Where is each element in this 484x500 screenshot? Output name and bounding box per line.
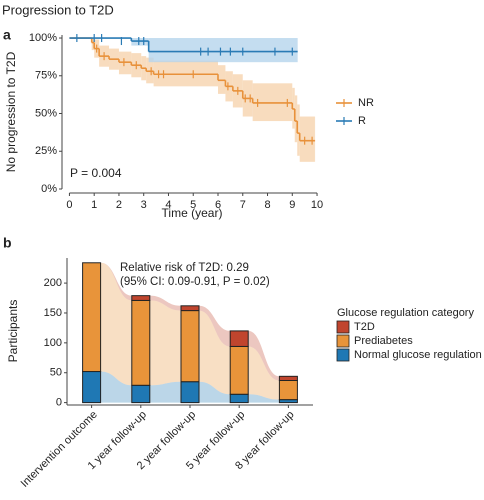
x-tick-label: 4	[165, 199, 171, 211]
legend-swatch	[336, 348, 350, 362]
legend-swatch	[336, 334, 350, 348]
bar-segment	[82, 371, 102, 404]
flow	[100, 262, 132, 386]
y-tick-label: 0	[56, 397, 62, 409]
figure-title: Progression to T2D	[2, 2, 114, 17]
legend-swatch	[336, 320, 350, 334]
bar-segment	[278, 380, 298, 401]
annotation: Relative risk of T2D: 0.29	[120, 262, 249, 274]
legend-title: Glucose regulation category	[337, 307, 474, 319]
bar-segment	[229, 393, 249, 404]
x-tick-label: 2	[116, 199, 122, 211]
legend-label: T2D	[354, 321, 375, 333]
y-tick-label: 25%	[35, 145, 57, 157]
x-tick-label: 9	[289, 199, 295, 211]
x-tick-label: 10	[311, 199, 323, 211]
bar-segment	[180, 310, 200, 383]
x-tick-label: 0	[66, 199, 72, 211]
y-tick-label: 150	[44, 307, 62, 319]
y-tick-label: 50	[50, 367, 62, 379]
confidence-band	[148, 38, 298, 63]
x-axis-label: Time (year)	[162, 206, 223, 220]
annotation: (95% CI: 0.09-0.91, P = 0.02)	[120, 276, 270, 288]
flow	[248, 330, 280, 381]
annotation: P = 0.004	[70, 166, 122, 180]
bar-segment	[131, 295, 151, 301]
flow	[248, 346, 280, 400]
x-tick-label: 6	[215, 199, 221, 211]
y-tick-label: 200	[44, 277, 62, 289]
confidence-band	[297, 38, 298, 63]
y-axis-label: Participants	[6, 300, 20, 363]
bar-segment	[278, 375, 298, 382]
x-tick-label: 1	[91, 199, 97, 211]
y-tick-label: 0%	[41, 183, 57, 195]
flow	[100, 262, 132, 301]
bar-segment	[82, 262, 102, 373]
flow	[199, 305, 231, 347]
confidence-band	[294, 95, 298, 143]
x-tick-label: 5	[190, 199, 196, 211]
bar-segment	[131, 299, 151, 386]
bar-segment	[229, 330, 249, 347]
panel-label: a	[3, 27, 11, 43]
flow	[199, 381, 231, 403]
confidence-band	[297, 104, 300, 156]
confidence-band	[299, 116, 315, 162]
y-axis-label: No progression to T2D	[4, 51, 18, 172]
legend-label: Prediabetes	[354, 335, 413, 347]
bar-segment	[180, 305, 200, 312]
x-tick-label: Intervention outcome	[19, 409, 100, 490]
x-tick-label: 3	[141, 199, 147, 211]
y-tick-label: 100	[44, 337, 62, 349]
panel-label: b	[3, 235, 12, 251]
bar-segment	[180, 381, 200, 404]
flow	[199, 310, 231, 395]
flow	[248, 394, 280, 403]
confidence-band	[91, 38, 95, 51]
y-tick-label: 75%	[35, 70, 57, 82]
y-tick-label: 50%	[35, 107, 57, 119]
legend-label: NR	[358, 97, 374, 109]
flow	[149, 295, 181, 311]
bar-segment	[131, 384, 151, 404]
x-tick-label: 8	[264, 199, 270, 211]
bar-segment	[229, 345, 249, 395]
legend-label: Normal glucose regulation	[354, 349, 482, 361]
confidence-band	[314, 116, 316, 162]
flow	[149, 300, 181, 386]
flow	[149, 381, 181, 403]
y-tick-label: 100%	[29, 32, 57, 44]
flow	[100, 371, 132, 403]
legend-label: R	[358, 115, 366, 127]
x-tick-label: 7	[240, 199, 246, 211]
